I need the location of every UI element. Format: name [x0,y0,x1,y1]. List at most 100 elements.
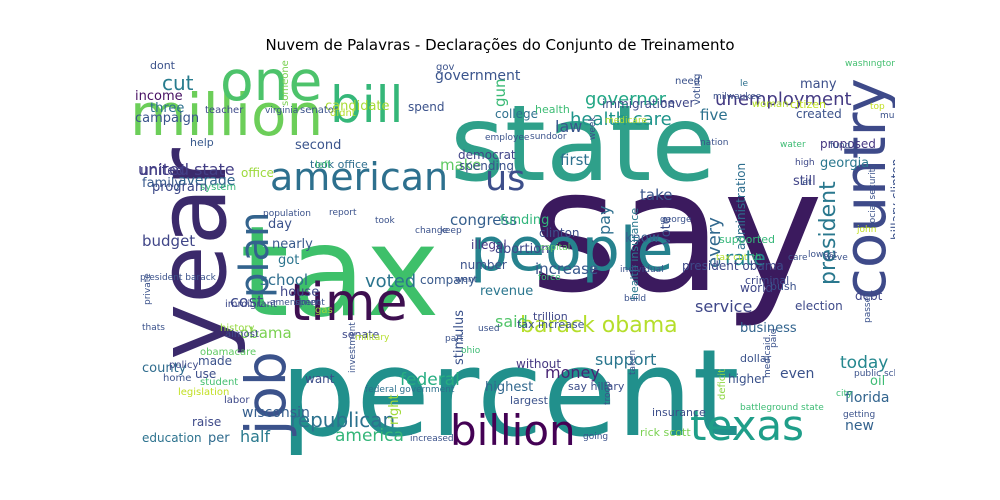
word-take: take [640,186,672,204]
word-supported: supported [719,233,775,246]
word-president-barack: president barack [140,273,217,283]
word-law: law [555,117,582,136]
word-milwaukee: milwaukee [713,92,762,102]
word-percent: percent [280,325,740,455]
word-higher: higher [728,372,767,386]
word-year: year [138,147,248,360]
word-american: american [270,155,448,199]
word-support: support [595,350,656,369]
word-immigration: immigration [602,97,675,111]
word-county: county [142,361,187,376]
word-left: left [315,160,331,171]
word-right: right [387,394,402,425]
word-number: number [460,258,507,272]
word-day: day [268,217,292,232]
word-capital: capital [540,243,570,253]
word-billion: billion [450,406,576,455]
word-spend: spend [408,100,444,114]
word-election: election [795,299,843,313]
word-college: college [495,107,538,121]
word-family: family [142,176,182,191]
word-pay: pay [595,206,614,235]
word-make: make [440,156,481,174]
word-even: even [780,366,814,382]
word-wisconsin: wisconsin [242,405,310,421]
word-senator: senator [300,105,339,116]
word-medicaid: medicaid [763,337,773,378]
word-didnt: didnt [330,108,356,119]
word-water: water [780,140,806,150]
word-force: force [538,273,561,283]
word-federal-government: federal government [365,385,455,395]
word-three: three [150,101,184,116]
word-th: th [752,253,761,263]
word-took-office: took office [310,158,368,171]
word-without: without [516,357,561,371]
word-getting: getting [843,410,875,420]
word-five: five [700,106,728,124]
word-voting: voting [692,74,703,105]
word-insurance: insurance [652,406,706,419]
word-governor: governor [585,89,667,110]
chart-title: Nuvem de Palavras - Declarações do Conju… [265,36,735,54]
word-federal: federal [400,370,460,390]
word-plan: plan [232,212,278,298]
word-said: said [495,312,528,331]
word-deficit: deficit [717,369,728,400]
word-social-security: social security [868,163,878,228]
word-taken: taken [628,350,638,375]
word-created: created [796,107,842,121]
word-immigrant: immigrant [225,299,277,310]
word-stimulus: stimulus [452,310,467,365]
word-report: report [329,208,357,218]
word-illegal: illegal [471,238,507,252]
word-washington: washington [845,60,895,69]
word-build: build [624,294,646,304]
word-tax: tax [240,200,440,345]
word-lowest: lowest [808,250,838,260]
word-policy: policy [169,360,199,371]
word-senate: senate [342,328,380,341]
word-revenue: revenue [480,284,533,299]
word-candidate: candidate [325,99,390,114]
word-virginia: virginia [265,106,298,116]
word-million: million [130,81,323,149]
word-help: help [190,136,214,149]
word-hillary-clinton: hillary clinton [889,159,895,240]
word-troop: troop [603,381,613,405]
word-say-hillary: say hillary [568,380,625,393]
word-state: state [450,83,716,205]
word-still: still [793,174,816,189]
word-america: america [335,426,404,446]
word-woman: woman [752,99,789,110]
word-democrat: democrat [458,148,516,162]
word-job: job [234,351,298,436]
word-top: top [870,102,885,112]
word-united-state: united state [138,160,235,179]
word-muslim: muslim [880,111,895,121]
word-rick-scott: rick scott [640,426,691,439]
word-cloud: say tax state percent year million people one ti… [130,60,895,455]
word-sundoor: sundoor [530,132,567,142]
word-high: high [795,158,815,168]
word-private: private [143,273,153,305]
word-world: world [740,281,773,295]
word-change: change [415,226,449,236]
word-one: one [220,60,322,113]
word-week: week [588,116,598,140]
word-time: time [290,273,407,333]
word-gov: gov [436,62,454,73]
word-say: say [530,133,823,331]
word-clinton: clinton [539,226,580,240]
word-rate: rate [725,246,766,270]
word-paid: paid [769,329,779,348]
word-spent: spent [295,298,321,308]
word-dollar: dollar [740,352,772,365]
word-amendment: amendment [270,298,325,308]
word-oil: oil [870,374,885,389]
word-government: government [435,68,521,84]
word-obamacare: obamacare [200,347,256,358]
word-debt: debt [855,289,883,303]
word-half: half [240,427,270,446]
